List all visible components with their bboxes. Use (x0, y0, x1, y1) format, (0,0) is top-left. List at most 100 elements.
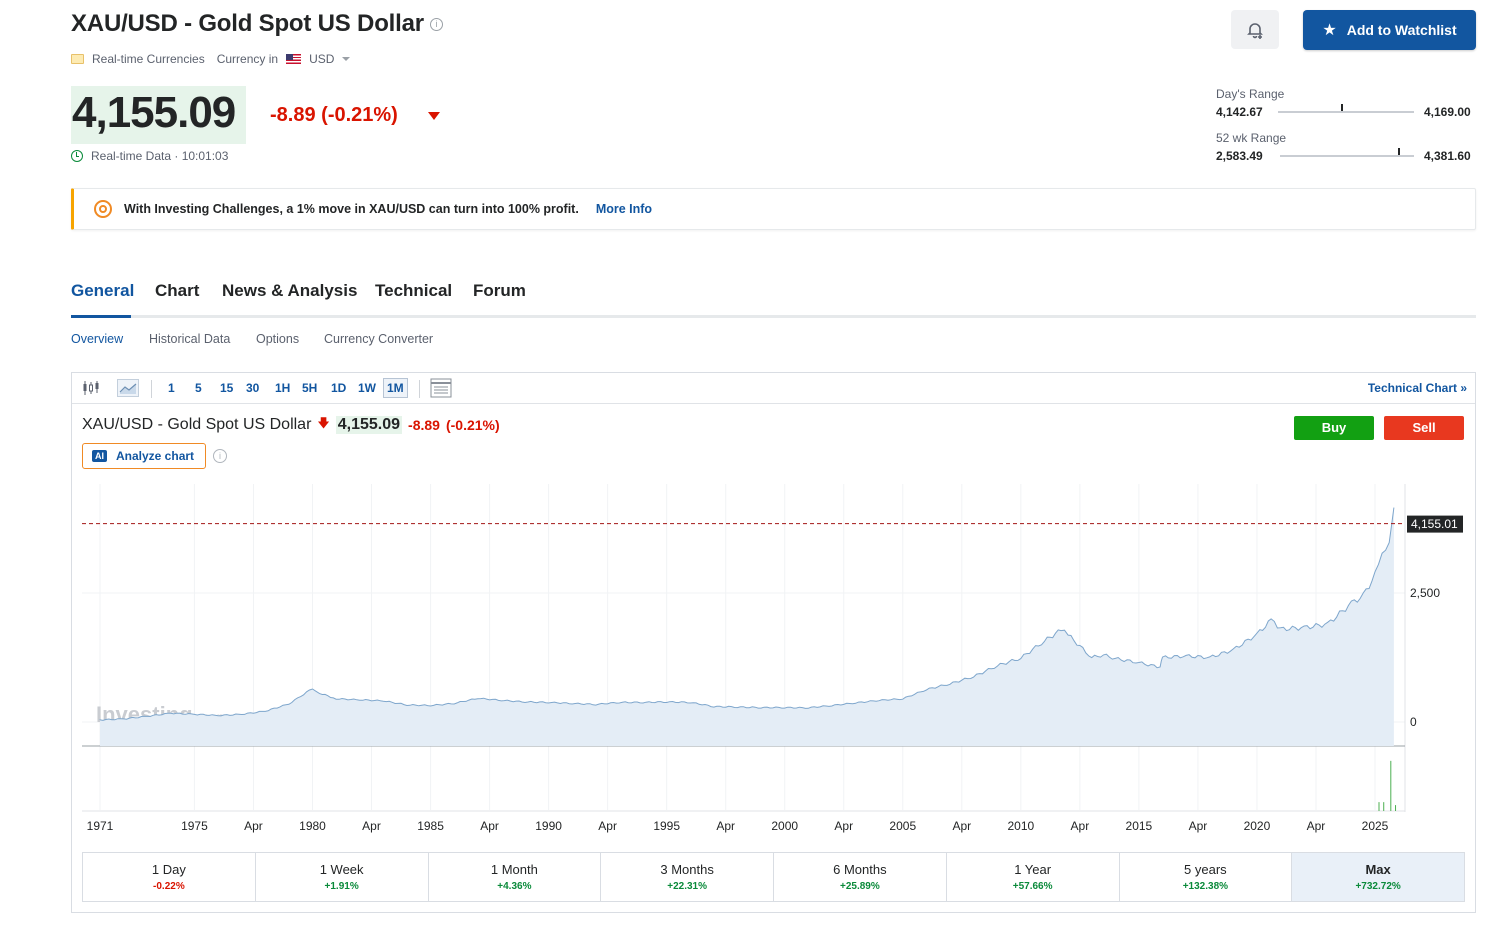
period-label: 1 Year (1014, 862, 1052, 877)
performance-period[interactable]: 3 Months +22.31% (601, 853, 774, 901)
target-icon (94, 200, 112, 218)
interval-1[interactable]: 1 (168, 381, 175, 395)
performance-period[interactable]: 5 years +132.38% (1120, 853, 1293, 901)
interval-1w[interactable]: 1W (358, 381, 376, 395)
interval-1h[interactable]: 1H (275, 381, 291, 395)
last-price-label: 4,155.01 (1411, 517, 1458, 531)
period-change: +25.89% (839, 881, 880, 892)
tab-technical[interactable]: Technical (375, 281, 453, 300)
star-icon: ★ (1322, 22, 1337, 39)
x-tick-label: Apr (716, 819, 735, 833)
performance-period[interactable]: 1 Month +4.36% (429, 853, 602, 901)
performance-period[interactable]: 6 Months +25.89% (774, 853, 947, 901)
realtime-status: Real-time Data · 10:01:03 (71, 149, 228, 163)
x-tick-label: 1995 (653, 819, 680, 833)
wk-range-marker (1397, 148, 1400, 155)
interval-1d[interactable]: 1D (331, 381, 347, 395)
last-price-tag (1407, 515, 1463, 533)
interval-1m[interactable]: 1M (383, 378, 408, 398)
tab-forum[interactable]: Forum (473, 281, 526, 300)
period-change: +22.31% (667, 881, 707, 892)
area-line (99, 507, 1395, 721)
us-flag-icon (286, 54, 302, 64)
instrument-title: XAU/USD - Gold Spot US Dollar (71, 10, 424, 37)
wk-range-bar (1280, 155, 1414, 157)
tab-chart[interactable]: Chart (155, 281, 200, 300)
x-tick-label: Apr (480, 819, 499, 833)
currency-label: Currency in (216, 52, 279, 66)
add-to-watchlist-button[interactable]: ★ Add to Watchlist (1303, 10, 1476, 50)
realtime-label: Real-time Data · 10:01:03 (91, 149, 229, 163)
more-info-link[interactable]: More Info (595, 202, 653, 216)
period-label: 1 Week (319, 862, 364, 877)
period-change: +132.38% (1182, 881, 1229, 892)
y-axis: 0 2,500 (1410, 586, 1440, 729)
volume-pane (1378, 760, 1397, 811)
tab-general[interactable]: General (71, 281, 135, 300)
period-change: +732.72% (1355, 881, 1401, 892)
area-chart-icon[interactable] (117, 379, 139, 397)
clock-icon (71, 150, 83, 162)
price-change: -8.89 (-0.21%) (270, 104, 398, 127)
chart-widget (71, 372, 1476, 913)
buy-button[interactable]: Buy (1294, 416, 1374, 440)
main-tabs: General Chart News & Analysis Technical … (71, 280, 1476, 318)
info-icon[interactable]: i (429, 18, 443, 32)
x-tick-label: 1985 (417, 819, 444, 833)
subnav-currency-converter[interactable]: Currency Converter (324, 332, 434, 346)
table-view-icon[interactable] (430, 378, 452, 398)
chart-toolbar: 1 5 15 30 1H 5H 1D 1W 1M Technical Chart… (72, 373, 1475, 404)
y-tick-label: 0 (1410, 715, 1417, 729)
chevron-down-icon[interactable] (342, 57, 351, 61)
analyze-info-icon[interactable]: i (213, 449, 227, 463)
subnav-overview[interactable]: Overview (71, 332, 124, 346)
candlestick-icon[interactable] (82, 380, 100, 396)
area-fill (100, 507, 1394, 746)
x-tick-label: 2005 (889, 819, 916, 833)
period-label: 5 years (1184, 862, 1227, 877)
interval-15[interactable]: 15 (220, 381, 234, 395)
down-triangle-icon (428, 112, 440, 120)
x-tick-label: Apr (244, 819, 263, 833)
x-tick-label: 1975 (181, 819, 208, 833)
chart-price: 4,155.09 (335, 415, 403, 434)
sell-button[interactable]: Sell (1384, 416, 1464, 440)
interval-5[interactable]: 5 (195, 381, 202, 395)
currency-select[interactable]: USD (309, 52, 335, 66)
active-tab-indicator (71, 315, 131, 318)
interval-5h[interactable]: 5H (302, 381, 318, 395)
tab-news-analysis[interactable]: News & Analysis (222, 281, 358, 300)
period-change: -0.22% (153, 881, 185, 892)
day-range-label: Day's Range (1216, 87, 1285, 101)
wk-range-low: 2,583.49 (1216, 149, 1263, 163)
subnav-options[interactable]: Options (256, 332, 300, 346)
wk-range-high: 4,381.60 (1424, 149, 1471, 163)
technical-chart-link[interactable]: Technical Chart » (1367, 381, 1467, 395)
last-price: 4,155.09 (72, 88, 236, 137)
chart-title: XAU/USD - Gold Spot US Dollar (82, 415, 312, 433)
last-price-line: 4,155.01 (82, 515, 1463, 533)
chart-change-percent: (-0.21%) (445, 416, 500, 433)
x-tick-label: 2020 (1244, 819, 1271, 833)
alert-button[interactable] (1231, 10, 1279, 49)
promo-banner: With Investing Challenges, a 1% move in … (71, 188, 1476, 230)
chart-change: -8.89 (408, 416, 440, 433)
performance-period[interactable]: 1 Year +57.66% (947, 853, 1120, 901)
x-tick-label: 1971 (87, 819, 114, 833)
category-link[interactable]: Real-time Currencies (92, 52, 205, 66)
performance-period[interactable]: Max +732.72% (1292, 853, 1464, 901)
interval-30[interactable]: 30 (246, 381, 260, 395)
performance-period[interactable]: 1 Day -0.22% (83, 853, 256, 901)
x-tick-label: Apr (1071, 819, 1090, 833)
period-change: +57.66% (1012, 881, 1053, 892)
performance-period[interactable]: 1 Week +1.91% (256, 853, 429, 901)
analyze-chart-button[interactable]: AI Analyze chart (82, 443, 206, 469)
price-chart[interactable]: Investing.com 4,155.01 02,500 19711975Ap… (0, 0, 1493, 850)
bell-plus-icon (1247, 22, 1263, 39)
ai-badge-icon: AI (92, 450, 107, 462)
price-highlight (71, 86, 246, 144)
x-tick-label: Apr (598, 819, 617, 833)
subnav-historical-data[interactable]: Historical Data (149, 332, 231, 346)
x-tick-label: Apr (834, 819, 853, 833)
period-label: 1 Day (151, 862, 186, 877)
